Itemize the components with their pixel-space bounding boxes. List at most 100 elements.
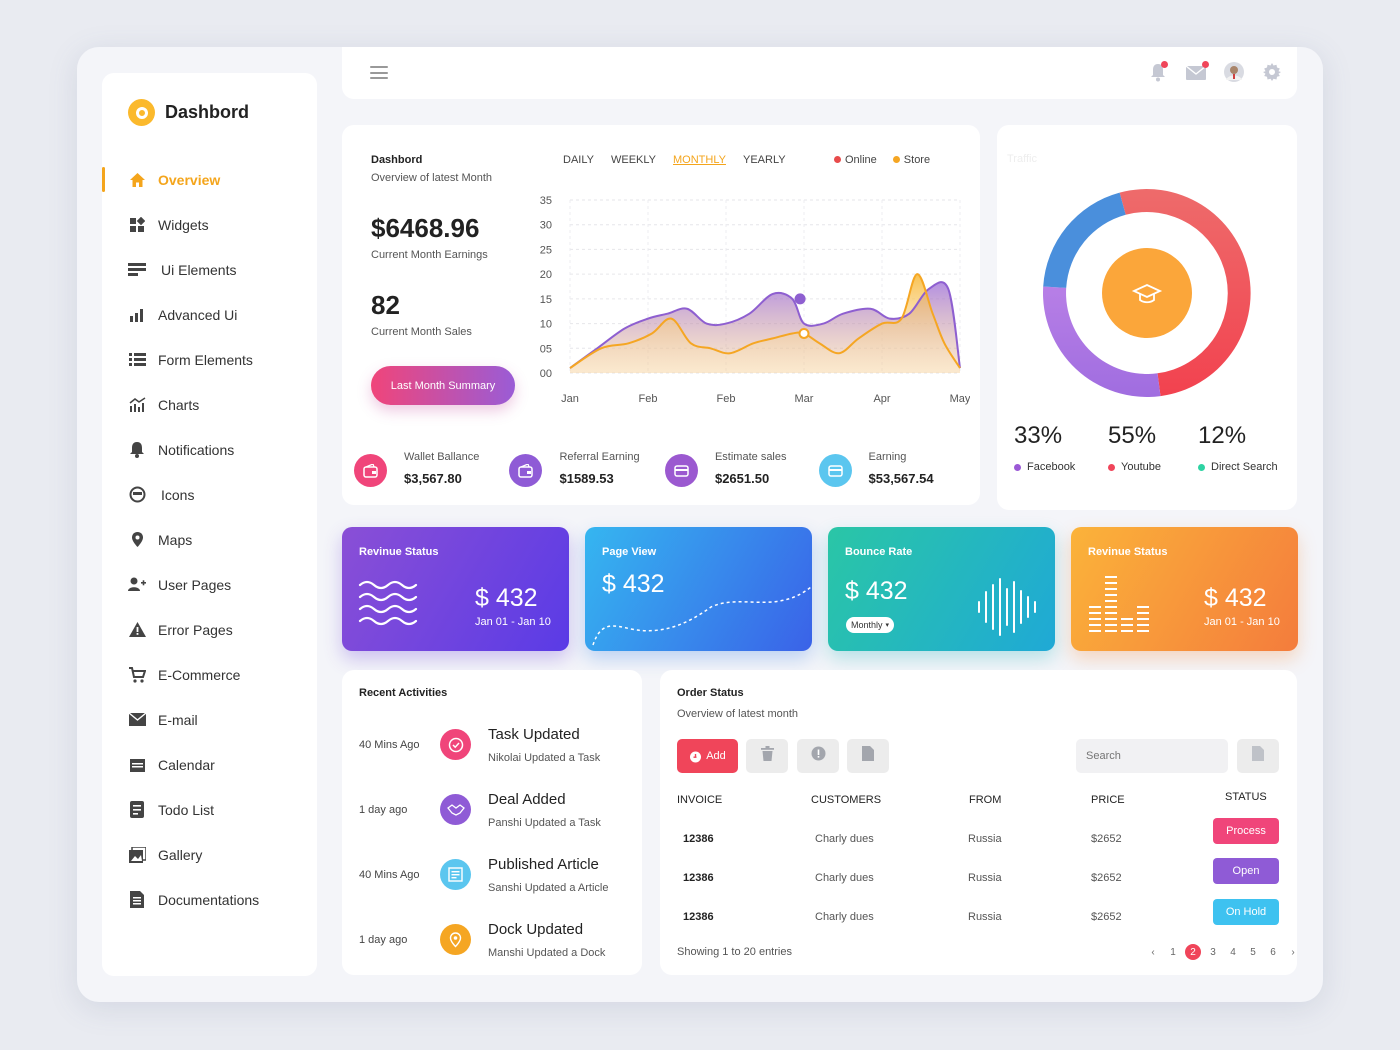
stat-estimate-sales: Estimate sales $2651.50 — [664, 451, 819, 487]
activity-desc: Sanshi Updated a Article — [488, 882, 609, 894]
card-icon — [664, 454, 698, 487]
cell-customer: Charly dues — [815, 911, 874, 923]
status-badge-open[interactable]: Open — [1213, 858, 1279, 884]
logo[interactable]: Dashbord — [128, 99, 249, 126]
gear-icon[interactable] — [1261, 61, 1283, 83]
cell-invoice: 12386 — [683, 833, 714, 845]
page-3[interactable]: 3 — [1210, 946, 1216, 958]
export-button[interactable] — [1237, 739, 1279, 773]
todo-icon — [128, 801, 146, 819]
earnings-area-chart: 00 05 10 15 20 25 30 35 Jan Feb Feb Mar Apr May — [540, 195, 970, 405]
traffic-direct-search: 12% Direct Search — [1198, 422, 1292, 473]
delete-button[interactable] — [746, 739, 788, 773]
sidebar-item-overview[interactable]: Overview — [102, 157, 317, 202]
sales-label: Current Month Sales — [371, 326, 472, 338]
column-header-from[interactable]: FROM — [969, 794, 1002, 806]
tile-revenue-status[interactable]: Revinue Status $ 432 Jan 01 - Jan 10 — [342, 527, 569, 651]
smiley-icon — [128, 486, 146, 504]
sidebar-item-label: Documentations — [158, 891, 260, 908]
tab-yearly[interactable]: YEARLY — [742, 154, 786, 166]
chevron-right-icon[interactable]: › — [1291, 946, 1295, 958]
sidebar-item-widgets[interactable]: Widgets — [102, 202, 317, 247]
orders-title: Order Status — [677, 687, 744, 699]
handshake-icon — [440, 794, 471, 825]
traffic-percent: 33% — [1014, 422, 1063, 449]
activity-item[interactable]: 40 Mins Ago Task Updated Nikolai Updated… — [342, 720, 642, 785]
file-button[interactable] — [847, 739, 889, 773]
sidebar-item-notifications[interactable]: Notifications — [102, 427, 317, 472]
tab-weekly[interactable]: WEEKLY — [610, 154, 657, 166]
sidebar-item-maps[interactable]: Maps — [102, 517, 317, 562]
page-2[interactable]: 2 — [1185, 944, 1201, 960]
sidebar-item-advanced-ui[interactable]: Advanced Ui — [102, 292, 317, 337]
chevron-left-icon[interactable]: ‹ — [1151, 946, 1155, 958]
status-badge-on-hold[interactable]: On Hold — [1213, 899, 1279, 925]
sales-value: 82 — [371, 290, 400, 320]
page-4[interactable]: 4 — [1230, 946, 1236, 958]
bell-icon — [128, 441, 146, 459]
tile-page-view[interactable]: Page View $ 432 — [585, 527, 812, 651]
activity-title: Task Updated — [488, 726, 580, 743]
y-tick-label: 30 — [540, 220, 552, 232]
list-icon — [128, 351, 146, 369]
period-dropdown[interactable]: Monthly ▾ — [846, 617, 895, 633]
sidebar-item-label: Maps — [158, 531, 193, 548]
cell-from: Russia — [968, 911, 1002, 923]
tab-monthly[interactable]: MONTHLY — [673, 154, 726, 166]
page-5[interactable]: 5 — [1250, 946, 1256, 958]
cell-price: $2652 — [1091, 872, 1122, 884]
mail-icon[interactable] — [1185, 61, 1209, 83]
cell-from: Russia — [968, 833, 1002, 845]
sidebar-item-documentations[interactable]: Documentations — [102, 877, 317, 922]
activity-item[interactable]: 1 day ago Deal Added Panshi Updated a Ta… — [342, 785, 642, 850]
info-button[interactable] — [797, 739, 839, 773]
sidebar-item-e-commerce[interactable]: E-Commerce — [102, 652, 317, 697]
legend-label: Online — [845, 154, 877, 166]
sidebar-item-charts[interactable]: Charts — [102, 382, 317, 427]
search-input[interactable] — [1076, 739, 1228, 773]
sidebar-item-ui-elements[interactable]: Ui Elements — [102, 247, 317, 292]
cell-customer: Charly dues — [815, 872, 874, 884]
sidebar-item-e-mail[interactable]: E-mail — [102, 697, 317, 742]
wallet-icon — [509, 454, 543, 487]
calendar-icon — [128, 756, 146, 774]
bell-icon[interactable] — [1147, 61, 1169, 83]
status-badge-process[interactable]: Process — [1213, 818, 1279, 844]
page-1[interactable]: 1 — [1170, 946, 1176, 958]
sidebar-item-gallery[interactable]: Gallery — [102, 832, 317, 877]
sidebar-item-todo-list[interactable]: Todo List — [102, 787, 317, 832]
column-header-customers[interactable]: CUSTOMERS — [811, 794, 882, 806]
chart-icon — [128, 396, 146, 414]
column-header-invoice[interactable]: INVOICE — [677, 794, 723, 806]
sidebar-item-calendar[interactable]: Calendar — [102, 742, 317, 787]
stat-value: $1589.53 — [559, 471, 614, 486]
tab-daily[interactable]: DAILY — [563, 154, 594, 166]
activity-desc: Manshi Updated a Dock — [488, 947, 606, 959]
last-month-summary-button[interactable]: Last Month Summary — [371, 366, 515, 405]
cell-price: $2652 — [1091, 911, 1122, 923]
tile-revenue-status-2[interactable]: Revinue Status $ 432 Jan 01 - Jan 10 — [1071, 527, 1298, 651]
article-icon — [440, 859, 471, 890]
column-header-price[interactable]: PRICE — [1091, 794, 1125, 806]
activity-item[interactable]: 40 Mins Ago Published Article Sanshi Upd… — [342, 850, 642, 915]
tile-title: Page View — [602, 546, 657, 558]
stat-referral-earning: Referral Earning $1589.53 — [509, 451, 664, 487]
sidebar-item-icons[interactable]: Icons — [102, 472, 317, 517]
page-6[interactable]: 6 — [1270, 946, 1276, 958]
tile-bounce-rate[interactable]: Bounce Rate $ 432 Monthly ▾ — [828, 527, 1055, 651]
sidebar-item-error-pages[interactable]: Error Pages — [102, 607, 317, 652]
tile-amount: $ 432 — [1204, 584, 1267, 612]
sidebar-item-form-elements[interactable]: Form Elements — [102, 337, 317, 382]
sidebar-item-label: Calendar — [158, 756, 215, 773]
sidebar-item-user-pages[interactable]: User Pages — [102, 562, 317, 607]
alert-icon — [811, 746, 826, 766]
chevron-down-icon: ▾ — [885, 622, 890, 629]
card-icon — [818, 454, 852, 487]
traffic-card: Traffic 33% Facebook 55% Youtube 12% — [997, 125, 1297, 510]
avatar[interactable] — [1223, 61, 1245, 83]
column-header-status[interactable]: STATUS — [1225, 791, 1267, 803]
cell-invoice: 12386 — [683, 911, 714, 923]
add-button[interactable]: Add — [677, 739, 738, 773]
activity-item[interactable]: 1 day ago Dock Updated Manshi Updated a … — [342, 915, 642, 980]
menu-icon[interactable] — [370, 66, 388, 79]
